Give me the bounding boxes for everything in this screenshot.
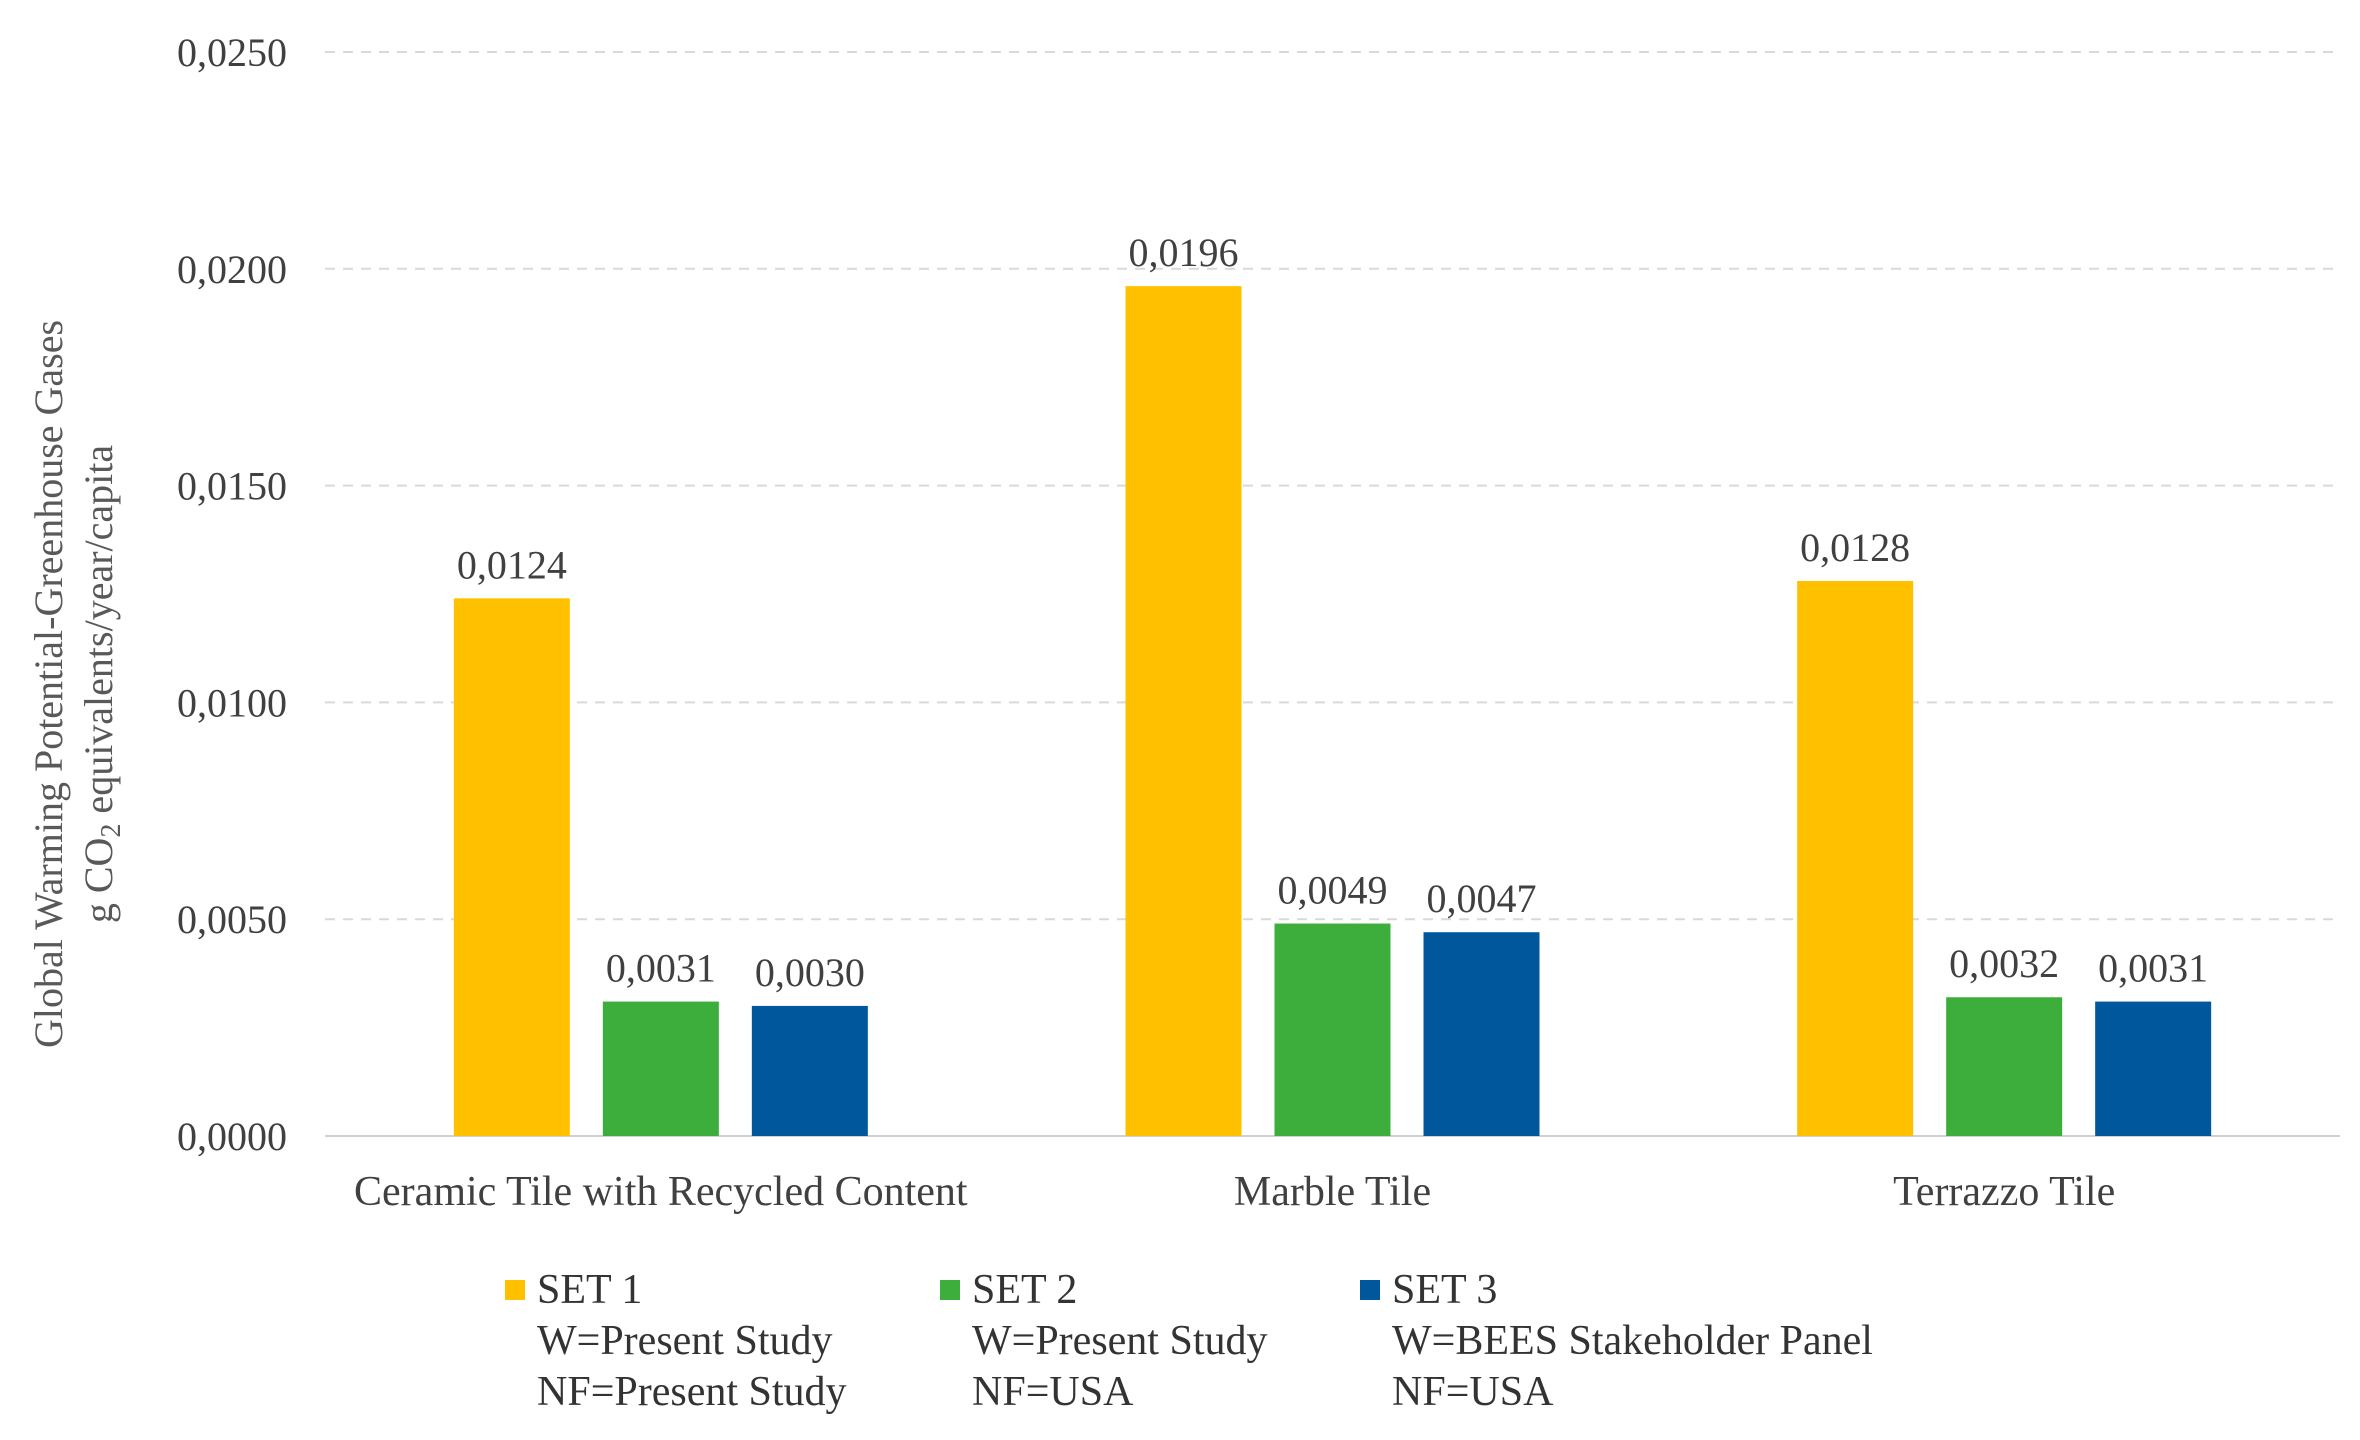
bar-set-2 [1946, 997, 2063, 1136]
data-label: 0,0196 [1129, 230, 1239, 275]
data-label: 0,0049 [1278, 868, 1388, 913]
x-category-label: Ceramic Tile with Recycled Content [354, 1169, 968, 1215]
bar-set-1 [453, 598, 570, 1136]
bar-set-3 [2095, 1001, 2212, 1136]
legend-line1-set-2: W=Present Study [972, 1318, 1268, 1364]
legend-swatch-set-1 [505, 1280, 525, 1300]
legend-swatch-set-3 [1360, 1280, 1380, 1300]
bar-set-2 [1274, 923, 1391, 1136]
data-label: 0,0031 [2098, 946, 2208, 991]
data-label: 0,0124 [457, 542, 567, 587]
x-category-label: Terrazzo Tile [1893, 1169, 2115, 1215]
legend-label-set-2: SET 2 [972, 1267, 1078, 1313]
y-tick-label: 0,0200 [177, 247, 287, 292]
legend-label-set-3: SET 3 [1392, 1267, 1498, 1313]
bar-set-3 [751, 1005, 868, 1136]
data-label: 0,0128 [1800, 525, 1910, 570]
y-tick-label: 0,0250 [177, 30, 287, 75]
bar-set-3 [1423, 932, 1540, 1136]
x-category-label: Marble Tile [1234, 1169, 1431, 1215]
bar-set-2 [602, 1001, 719, 1136]
y-tick-label: 0,0000 [177, 1114, 287, 1159]
legend-line2-set-1: NF=Present Study [537, 1369, 847, 1415]
data-label: 0,0030 [755, 950, 865, 995]
y-tick-label: 0,0150 [177, 464, 287, 509]
bar-chart: 0,0000 0,0050 0,0100 0,0150 0,0200 0,0250 0,01… [26, 30, 2340, 1215]
y-tick-label: 0,0100 [177, 680, 287, 725]
bar-set-1 [1797, 580, 1914, 1136]
legend-line1-set-3: W=BEES Stakeholder Panel [1392, 1318, 1873, 1364]
y-tick-label: 0,0050 [177, 897, 287, 942]
legend-swatch-set-2 [940, 1280, 960, 1300]
data-label: 0,0047 [1427, 876, 1537, 921]
data-label: 0,0032 [1949, 941, 2059, 986]
legend-line2-set-2: NF=USA [972, 1369, 1134, 1415]
bar-set-1 [1125, 286, 1242, 1136]
legend-line1-set-1: W=Present Study [537, 1318, 833, 1364]
y-axis-subtitle: g CO2 equivalents/year/capita [76, 445, 127, 924]
legend-line2-set-3: NF=USA [1392, 1369, 1554, 1415]
y-axis-title: Global Warming Potential-Greenhouse Gase… [26, 320, 71, 1048]
data-label: 0,0031 [606, 946, 716, 991]
legend: SET 1 W=Present Study NF=Present Study S… [0, 1265, 2360, 1435]
legend-label-set-1: SET 1 [537, 1267, 643, 1313]
